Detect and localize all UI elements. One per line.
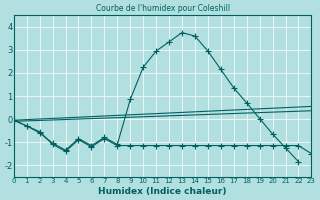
X-axis label: Humidex (Indice chaleur): Humidex (Indice chaleur) [98, 187, 227, 196]
Title: Courbe de l'humidex pour Coleshill: Courbe de l'humidex pour Coleshill [96, 4, 230, 13]
